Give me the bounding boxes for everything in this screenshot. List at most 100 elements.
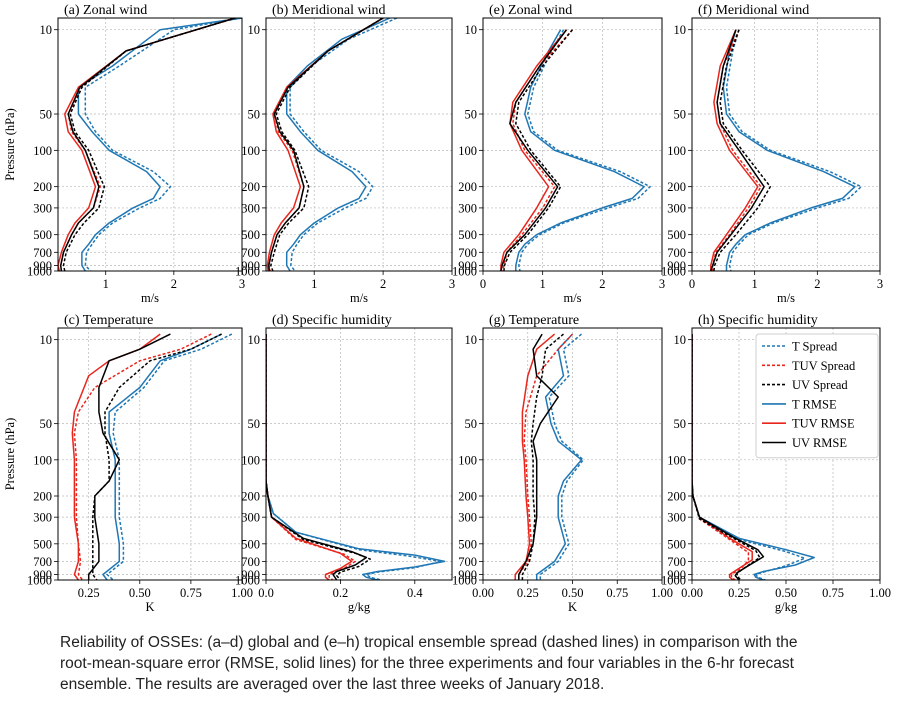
y-tick-label: 900 bbox=[667, 568, 686, 582]
y-tick-label: 900 bbox=[241, 568, 260, 582]
y-tick-label: 50 bbox=[674, 417, 687, 431]
legend-label: T Spread bbox=[792, 340, 838, 354]
y-tick-label: 500 bbox=[241, 537, 260, 551]
y-tick-label: 100 bbox=[241, 453, 260, 467]
x-axis-label: g/kg bbox=[775, 600, 798, 614]
figure-caption: Reliability of OSSEs: (a–d) global and (… bbox=[60, 632, 890, 695]
y-tick-label: 10 bbox=[674, 23, 687, 37]
y-tick-label: 200 bbox=[458, 490, 477, 504]
y-tick-label: 200 bbox=[667, 490, 686, 504]
legend-box bbox=[755, 333, 879, 459]
series-line-tuv-rmse bbox=[58, 18, 236, 271]
series-line-uv-spread bbox=[713, 29, 772, 271]
y-tick-label: 300 bbox=[667, 201, 686, 215]
x-tick-label: 2 bbox=[380, 277, 386, 291]
y-tick-label: 700 bbox=[458, 246, 477, 260]
series-line-uv-rmse bbox=[710, 29, 765, 271]
series-line-tuv-spread bbox=[73, 333, 212, 580]
x-tick-label: 0.00 bbox=[472, 586, 494, 600]
x-tick-label: 3 bbox=[877, 277, 883, 291]
y-tick-label: 500 bbox=[667, 537, 686, 551]
series-line-uv-spread bbox=[266, 334, 371, 580]
y-tick-label: 10 bbox=[465, 333, 478, 347]
x-axis-label: g/kg bbox=[348, 600, 371, 614]
y-tick-label: 10 bbox=[40, 23, 53, 37]
series-line-tuv-rmse bbox=[71, 333, 161, 580]
x-axis-label: m/s bbox=[141, 291, 159, 305]
y-tick-label: 200 bbox=[241, 490, 260, 504]
y-tick-label: 50 bbox=[674, 108, 687, 122]
series-line-tuv-rmse bbox=[500, 29, 568, 271]
legend-label: UV Spread bbox=[792, 378, 848, 392]
series-line-t-rmse bbox=[515, 29, 645, 271]
y-tick-label: 300 bbox=[33, 201, 52, 215]
y-tick-label: 900 bbox=[458, 568, 477, 582]
series-line-t-rmse bbox=[722, 29, 856, 271]
y-tick-label: 200 bbox=[33, 180, 52, 194]
x-tick-label: 3 bbox=[239, 277, 245, 291]
series-line-t-spread bbox=[539, 333, 584, 580]
y-tick-label: 1000 bbox=[235, 574, 260, 588]
y-tick-label: 1000 bbox=[27, 574, 52, 588]
series-line-t-spread bbox=[106, 333, 233, 580]
x-tick-label: 3 bbox=[449, 277, 455, 291]
panel-title: (f) Meridional wind bbox=[698, 3, 809, 18]
legend-label: T RMSE bbox=[792, 397, 837, 411]
axes-frame bbox=[57, 327, 243, 581]
legend: T Spread TUV Spread UV Spread T RMSE TUV RMS… bbox=[755, 333, 879, 459]
x-axis-label: K bbox=[145, 600, 154, 614]
panel-title: (h) Specific humidity bbox=[698, 313, 818, 328]
y-tick-label: 10 bbox=[40, 333, 53, 347]
y-tick-label: 100 bbox=[33, 144, 52, 158]
series-line-uv-rmse bbox=[59, 18, 236, 271]
x-tick-label: 0.25 bbox=[517, 586, 539, 600]
y-axis-label: Pressure (hPa) bbox=[3, 108, 17, 181]
x-tick-label: 0.75 bbox=[822, 586, 844, 600]
x-tick-label: 0 bbox=[689, 277, 695, 291]
series-line-tuv-spread bbox=[518, 333, 574, 580]
x-tick-label: 2 bbox=[599, 277, 605, 291]
series-line-uv-spread bbox=[503, 29, 574, 271]
panel-title: (a) Zonal wind bbox=[64, 3, 147, 18]
y-tick-label: 700 bbox=[33, 246, 52, 260]
y-tick-label: 700 bbox=[241, 246, 260, 260]
series-line-t-spread bbox=[518, 29, 651, 271]
series-line-t-rmse bbox=[285, 18, 391, 271]
x-tick-label: 3 bbox=[659, 277, 665, 291]
x-tick-label: 1.00 bbox=[651, 586, 673, 600]
x-axis-label: m/s bbox=[350, 291, 368, 305]
x-tick-label: 1 bbox=[103, 277, 109, 291]
x-tick-label: 1 bbox=[752, 277, 758, 291]
y-tick-label: 200 bbox=[33, 490, 52, 504]
y-tick-label: 1000 bbox=[661, 574, 686, 588]
series-line-t-rmse bbox=[77, 18, 242, 271]
x-tick-label: 0 bbox=[480, 277, 486, 291]
series-line-t-spread bbox=[84, 18, 242, 271]
caption-line-2: root-mean-square error (RMSE, solid line… bbox=[60, 655, 794, 672]
y-tick-label: 700 bbox=[458, 555, 477, 569]
y-tick-label: 300 bbox=[241, 201, 260, 215]
y-tick-label: 200 bbox=[458, 180, 477, 194]
y-tick-label: 900 bbox=[33, 259, 52, 273]
y-tick-label: 900 bbox=[458, 259, 477, 273]
y-tick-label: 50 bbox=[248, 417, 261, 431]
panel-title: (c) Temperature bbox=[64, 313, 153, 328]
y-tick-label: 1000 bbox=[235, 265, 260, 279]
series-line-tuv-spread bbox=[59, 18, 236, 271]
x-tick-label: 2 bbox=[814, 277, 820, 291]
axes-frame bbox=[265, 17, 453, 272]
y-tick-label: 100 bbox=[33, 453, 52, 467]
x-tick-label: 0.4 bbox=[407, 586, 423, 600]
series-line-uv-spread bbox=[521, 333, 564, 580]
axes-frame bbox=[265, 327, 453, 581]
y-tick-label: 1000 bbox=[452, 265, 477, 279]
y-tick-label: 100 bbox=[241, 144, 260, 158]
series-line-t-spread bbox=[692, 334, 806, 580]
series-line-tuv-rmse bbox=[514, 333, 556, 580]
y-tick-label: 50 bbox=[40, 417, 53, 431]
